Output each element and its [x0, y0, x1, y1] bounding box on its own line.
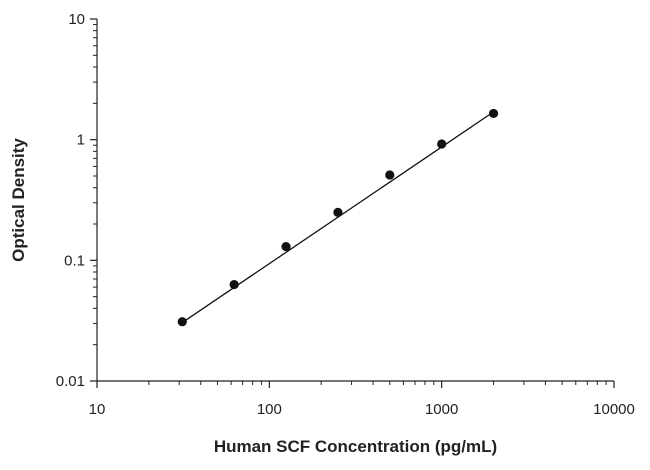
data-point — [177, 317, 187, 327]
data-point — [333, 207, 343, 217]
major-ticks — [90, 18, 615, 388]
x-axis-title: Human SCF Concentration (pg/mL) — [214, 437, 497, 456]
y-tick-labels: 0.01 0.1 1 10 — [56, 11, 85, 390]
y-tick-label: 0.01 — [56, 373, 85, 390]
data-point — [437, 139, 447, 149]
x-tick-label: 100 — [257, 401, 282, 418]
fit-line — [181, 111, 494, 324]
data-points — [177, 108, 499, 327]
x-tick-label: 10 — [89, 401, 106, 418]
y-tick-label: 0.1 — [64, 252, 85, 269]
y-tick-label: 1 — [77, 132, 85, 149]
x-tick-labels: 10 100 1000 10000 — [89, 401, 635, 418]
y-tick-label: 10 — [68, 11, 85, 28]
data-point — [229, 279, 239, 290]
y-axis-title: Optical Density — [9, 138, 28, 262]
data-point — [281, 241, 291, 252]
data-point — [488, 108, 499, 119]
minor-ticks — [93, 24, 607, 385]
x-tick-label: 10000 — [593, 401, 635, 418]
data-point — [385, 170, 395, 180]
x-tick-label: 1000 — [425, 401, 458, 418]
